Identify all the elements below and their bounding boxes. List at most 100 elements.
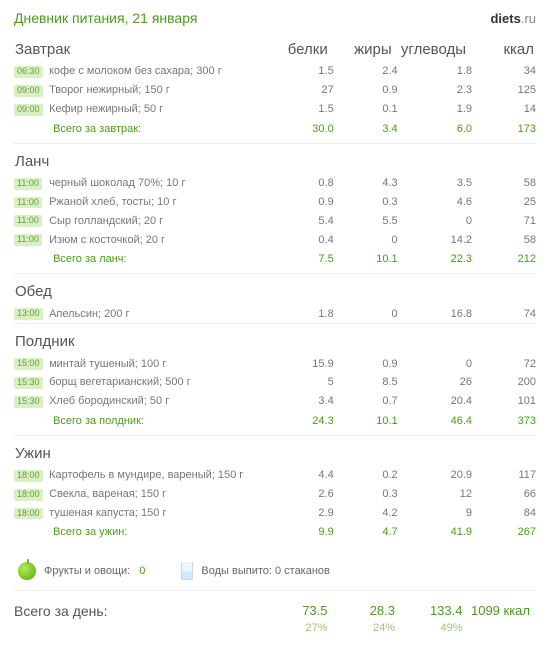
food-row: 15:30Хлеб бородинский; 50 г3.40.720.4101 <box>14 392 536 411</box>
food-name: Ржаной хлеб, тосты; 10 г <box>49 193 270 212</box>
site-logo[interactable]: diets.ru <box>490 11 536 26</box>
time-badge: 09:00 <box>14 104 43 116</box>
day-total-fat: 28.3 <box>334 603 402 618</box>
time-badge: 11:00 <box>14 178 42 190</box>
meal-header: Ужин <box>14 435 536 466</box>
time-badge: 11:00 <box>14 197 42 209</box>
food-name: Изюм с косточкой; 20 г <box>49 230 270 249</box>
food-name: Свекла, вареная; 150 г <box>49 485 270 504</box>
meal-name: Ланч <box>14 143 270 174</box>
column-header: жиры <box>334 32 398 62</box>
protein-value: 0.9 <box>270 193 334 212</box>
subtotal-value: 173 <box>472 119 536 144</box>
subtotal-value: 10.1 <box>334 249 398 274</box>
subtotal-value: 30.0 <box>270 119 334 144</box>
meal-header: Ланч <box>14 143 536 174</box>
fat-value: 0 <box>334 304 398 323</box>
fat-value: 0.9 <box>334 354 398 373</box>
time-badge: 15:30 <box>14 396 43 408</box>
carb-value: 9 <box>398 504 472 523</box>
subtotal-value: 6.0 <box>398 119 472 144</box>
protein-value: 15.9 <box>270 354 334 373</box>
carb-value: 14.2 <box>398 230 472 249</box>
fat-value: 4.2 <box>334 504 398 523</box>
kcal-value: 125 <box>472 81 536 100</box>
protein-value: 27 <box>270 81 334 100</box>
subtotal-value: 41.9 <box>398 522 472 546</box>
fat-value: 0.1 <box>334 100 398 119</box>
food-row: 13:00Апельсин; 200 г1.8016.874 <box>14 304 536 323</box>
kcal-value: 74 <box>472 304 536 323</box>
glass-icon <box>181 562 193 580</box>
food-row: 11:00Сыр голландский; 20 г5.45.5071 <box>14 211 536 230</box>
subtotal-value: 9.9 <box>270 522 334 546</box>
meal-header: Завтракбелкижирыуглеводыккал <box>14 32 536 62</box>
day-total: Всего за день: 73.5 28.3 133.4 1099 ккал… <box>14 591 536 634</box>
subtotal-label: Всего за полдник: <box>49 411 270 436</box>
carb-value: 0 <box>398 354 472 373</box>
meal-header: Полдник <box>14 324 536 355</box>
food-name: Хлеб бородинский; 50 г <box>49 392 270 411</box>
subtotal-value: 212 <box>472 249 536 274</box>
day-total-values: 73.5 28.3 133.4 1099 ккал <box>266 603 536 618</box>
time-badge: 15:30 <box>14 377 43 389</box>
kcal-value: 71 <box>472 211 536 230</box>
fat-value: 8.5 <box>334 373 398 392</box>
subtotal-value: 267 <box>472 522 536 546</box>
kcal-value: 58 <box>472 230 536 249</box>
apple-icon <box>18 562 36 580</box>
carb-value: 3.5 <box>398 174 472 193</box>
protein-value: 1.5 <box>270 100 334 119</box>
protein-value: 0.4 <box>270 230 334 249</box>
food-name: Апельсин; 200 г <box>49 304 270 323</box>
time-badge: 06:30 <box>14 66 43 78</box>
meal-header: Обед <box>14 274 536 305</box>
food-row: 11:00черный шоколад 70%; 10 г0.84.33.558 <box>14 174 536 193</box>
food-row: 09:00Кефир нежирный; 50 г1.50.11.914 <box>14 100 536 119</box>
subtotal-value: 373 <box>472 411 536 436</box>
kcal-value: 66 <box>472 485 536 504</box>
time-badge: 18:00 <box>14 470 43 482</box>
food-row: 18:00тушеная капуста; 150 г2.94.2984 <box>14 504 536 523</box>
column-header: ккал <box>472 32 536 62</box>
meals-table: Завтракбелкижирыуглеводыккал06:30кофе с … <box>14 32 536 546</box>
meal-subtotal: Всего за полдник:24.310.146.4373 <box>14 411 536 436</box>
carb-value: 12 <box>398 485 472 504</box>
kcal-value: 58 <box>472 174 536 193</box>
food-row: 06:30кофе с молоком без сахара; 300 г1.5… <box>14 62 536 81</box>
column-header: углеводы <box>398 32 472 62</box>
carb-value: 16.8 <box>398 304 472 323</box>
carb-value: 0 <box>398 211 472 230</box>
food-name: Творог нежирный; 150 г <box>49 81 270 100</box>
day-total-kcal: 1099 ккал <box>469 603 537 618</box>
food-row: 18:00Свекла, вареная; 150 г2.60.31266 <box>14 485 536 504</box>
protein-value: 0.8 <box>270 174 334 193</box>
food-row: 15:00минтай тушеный; 100 г15.90.9072 <box>14 354 536 373</box>
carb-value: 1.8 <box>398 62 472 81</box>
subtotal-label: Всего за ланч: <box>49 249 270 274</box>
time-badge: 11:00 <box>14 215 42 227</box>
day-total-label: Всего за день: <box>14 603 266 634</box>
time-badge: 11:00 <box>14 234 42 246</box>
fat-value: 0 <box>334 230 398 249</box>
protein-value: 1.5 <box>270 62 334 81</box>
protein-value: 5 <box>270 373 334 392</box>
time-badge: 13:00 <box>14 308 43 320</box>
food-row: 09:00Творог нежирный; 150 г270.92.3125 <box>14 81 536 100</box>
fat-value: 0.3 <box>334 193 398 212</box>
protein-value: 3.4 <box>270 392 334 411</box>
page-title: Дневник питания, 21 января <box>14 10 197 26</box>
day-total-protein: 73.5 <box>266 603 334 618</box>
water-label: Воды выпито: 0 стаканов <box>201 565 330 577</box>
protein-value: 5.4 <box>270 211 334 230</box>
carb-value: 26 <box>398 373 472 392</box>
food-name: тушеная капуста; 150 г <box>49 504 270 523</box>
food-row: 11:00 Изюм с косточкой; 20 г0.4014.258 <box>14 230 536 249</box>
kcal-value: 117 <box>472 466 536 485</box>
meal-subtotal: Всего за ужин:9.94.741.9267 <box>14 522 536 546</box>
meal-name: Полдник <box>14 324 270 355</box>
food-row: 11:00Ржаной хлеб, тосты; 10 г0.90.34.625 <box>14 193 536 212</box>
header: Дневник питания, 21 января diets.ru <box>14 10 536 26</box>
day-total-pct: 27% 24% 49% <box>266 618 536 634</box>
subtotal-value: 24.3 <box>270 411 334 436</box>
